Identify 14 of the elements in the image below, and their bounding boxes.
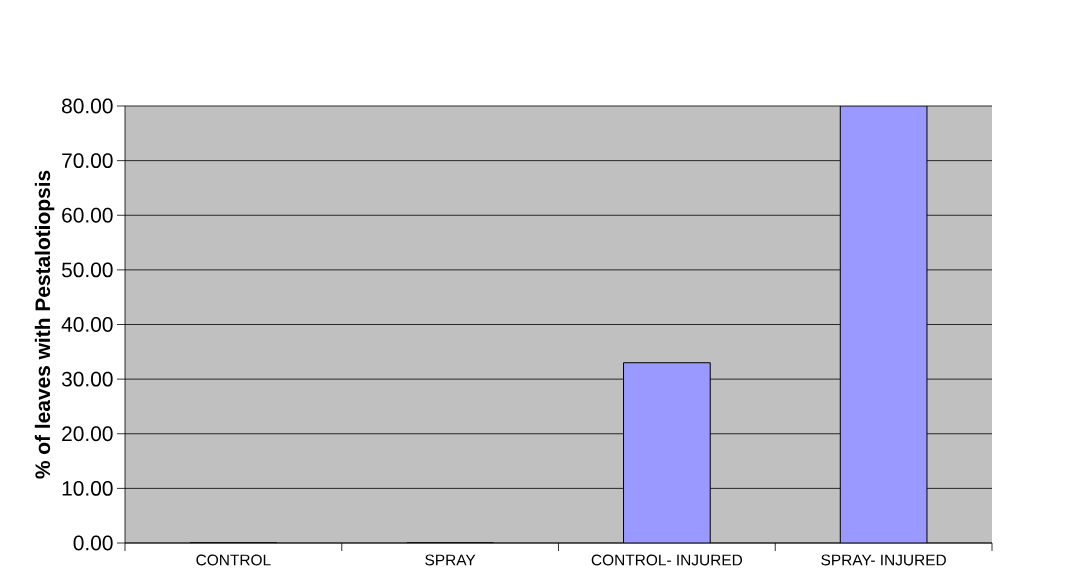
- y-axis-title: % of leaves with Pestalotiopsis: [34, 170, 55, 479]
- y-tick-label: 80.00: [62, 98, 113, 114]
- y-tick-label: 30.00: [61, 371, 113, 387]
- y-tick-label: 50.00: [61, 262, 113, 278]
- x-tick-label: CONTROL: [196, 554, 271, 566]
- y-tick-label: 20.00: [62, 426, 113, 442]
- x-tick-label: CONTROL- INJURED: [591, 554, 743, 566]
- x-tick-label: SPRAY- INJURED: [821, 554, 946, 566]
- y-tick-label: 40.00: [61, 317, 113, 332]
- x-tick-label: SPRAY: [425, 554, 476, 566]
- y-tick-label: 70.00: [62, 153, 113, 169]
- y-tick-label: 0.00: [73, 535, 113, 551]
- y-tick-label: 60.00: [62, 207, 113, 223]
- y-tick-label: 10.00: [62, 480, 113, 496]
